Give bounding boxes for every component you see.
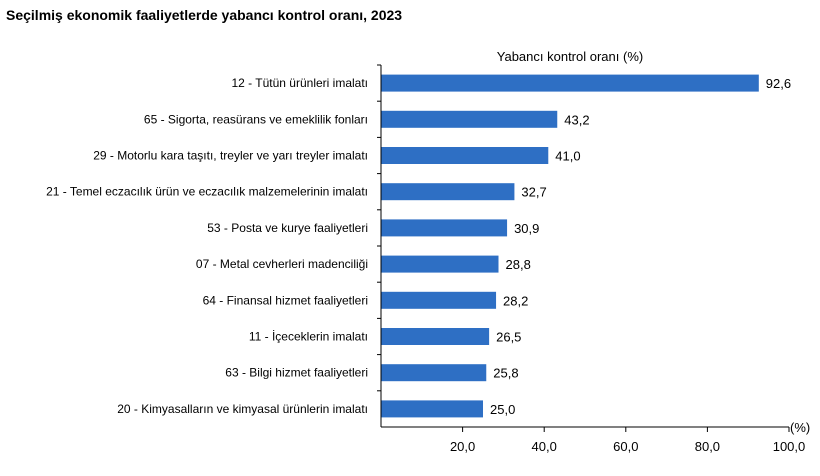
category-label: 65 - Sigorta, reasürans ve emeklilik fon… <box>144 112 368 126</box>
bar <box>381 328 490 345</box>
value-label: 25,8 <box>493 366 518 381</box>
value-label: 25,0 <box>490 402 515 417</box>
value-label: 26,5 <box>496 330 521 345</box>
category-label: 20 - Kimyasalların ve kimyasal ürünlerin… <box>117 402 368 416</box>
bar <box>381 110 558 128</box>
value-label: 28,2 <box>503 293 528 308</box>
value-label: 41,0 <box>555 149 580 164</box>
value-label: 28,8 <box>506 257 531 272</box>
category-label: 63 - Bilgi hizmet faaliyetleri <box>225 366 368 380</box>
category-label: 29 - Motorlu kara taşıtı, treyler ve yar… <box>93 149 368 163</box>
x-ticks-layer: 20,0 40,0 60,0 80,0 100,0 <box>450 427 805 454</box>
category-label: 53 - Posta ve kurye faaliyetleri <box>207 221 368 235</box>
value-label: 32,7 <box>521 185 546 200</box>
bar <box>381 255 499 273</box>
chart-title: Seçilmiş ekonomik faaliyetlerde yabancı … <box>6 7 403 23</box>
value-label: 92,6 <box>766 76 791 91</box>
x-tick-label: 100,0 <box>773 439 806 454</box>
x-tick-label: 80,0 <box>695 439 720 454</box>
bar <box>381 219 508 237</box>
x-axis-unit-label: (%) <box>790 420 810 435</box>
category-label: 12 - Tütün ürünleri imalatı <box>231 76 368 90</box>
category-label: 64 - Finansal hizmet faaliyetleri <box>203 293 368 307</box>
bar <box>381 364 487 382</box>
x-tick-label: 60,0 <box>613 439 638 454</box>
bar <box>381 147 549 164</box>
x-tick-label: 20,0 <box>450 439 475 454</box>
series-label: Yabancı kontrol oranı (%) <box>497 49 643 64</box>
bars-layer: 12 - Tütün ürünleri imalatı 92,6 65 - Sigo… <box>46 64 791 418</box>
category-label: 11 - İçeceklerin imalatı <box>249 330 368 344</box>
bar <box>381 400 483 418</box>
bar <box>381 74 759 92</box>
category-label: 07 - Metal cevherleri madenciliği <box>196 257 368 271</box>
category-label: 21 - Temel eczacılık ürün ve eczacılık m… <box>46 185 368 199</box>
bar <box>381 183 515 201</box>
value-label: 30,9 <box>514 221 539 236</box>
x-tick-label: 40,0 <box>532 439 557 454</box>
value-label: 43,2 <box>564 112 589 127</box>
bar <box>381 291 497 309</box>
